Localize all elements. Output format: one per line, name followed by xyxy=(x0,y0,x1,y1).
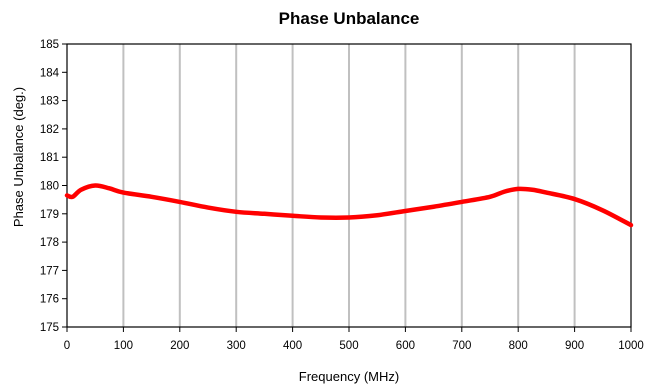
y-tick-label: 184 xyxy=(40,67,60,79)
x-tick-label: 600 xyxy=(396,340,415,352)
x-tick-label: 0 xyxy=(64,340,70,352)
y-tick-label: 178 xyxy=(40,237,59,249)
series-layer xyxy=(64,183,634,228)
y-tick-label: 185 xyxy=(40,39,59,51)
y-tick-label: 176 xyxy=(40,294,59,306)
y-tick-label: 175 xyxy=(40,322,59,334)
x-tick-label: 500 xyxy=(339,340,358,352)
y-tick-label: 179 xyxy=(40,209,59,221)
x-tick-label: 900 xyxy=(565,340,584,352)
x-tick-label: 800 xyxy=(509,340,528,352)
y-tick-label: 180 xyxy=(40,181,59,193)
x-tick-label: 100 xyxy=(114,340,133,352)
x-tick-label: 300 xyxy=(227,340,246,352)
x-tick-label: 400 xyxy=(283,340,302,352)
x-tick-label: 200 xyxy=(170,340,189,352)
ticks: 0 100 200 300 400 500 600 700 800 900 1000 175 176 17… xyxy=(40,39,644,352)
series-line xyxy=(64,183,634,228)
y-axis-label: Phase Unbalance (deg.) xyxy=(11,87,26,227)
x-tick-label: 700 xyxy=(452,340,471,352)
y-tick-label: 182 xyxy=(40,124,59,136)
x-tick-label: 1000 xyxy=(618,340,644,352)
y-tick-label: 177 xyxy=(40,265,59,277)
y-tick-label: 183 xyxy=(40,96,59,108)
grid xyxy=(122,44,576,327)
chart-title: Phase Unbalance xyxy=(279,9,420,28)
y-tick-label: 181 xyxy=(40,152,59,164)
x-axis-label: Frequency (MHz) xyxy=(299,369,399,384)
